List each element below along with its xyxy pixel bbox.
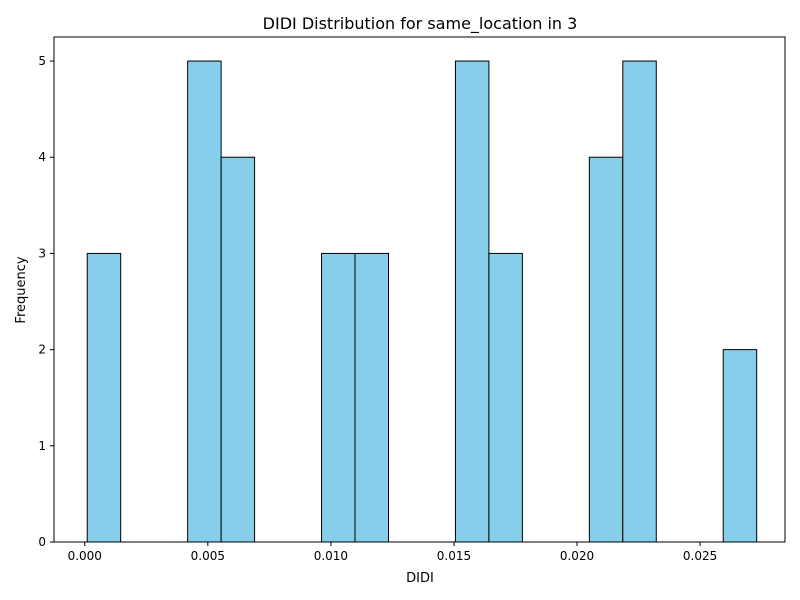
x-tick-label-5: 0.025 (683, 549, 717, 563)
x-tick-label-0: 0.000 (68, 549, 102, 563)
x-tick-label-3: 0.015 (437, 549, 471, 563)
bars-group (86, 60, 758, 543)
histogram-bar-3 (187, 60, 222, 543)
x-axis-ticks: 0.000 0.005 0.010 0.015 0.020 0.025 (68, 542, 717, 563)
y-tick-label-5: 5 (38, 54, 46, 68)
plot-frame (53, 36, 786, 543)
histogram-bar-15 (588, 156, 624, 543)
x-tick-label-4: 0.020 (560, 549, 594, 563)
x-tick-label-2: 0.010 (314, 549, 348, 563)
histogram-bar-0 (86, 252, 122, 543)
y-tick-label-0: 0 (38, 535, 46, 549)
histogram-bar-16 (622, 60, 657, 543)
chart-title: DIDI Distribution for same_location in 3 (263, 14, 578, 34)
y-tick-label-4: 4 (38, 150, 46, 164)
x-tick-label-1: 0.005 (191, 549, 225, 563)
y-tick-label-1: 1 (38, 439, 46, 453)
y-axis-ticks: 0 1 2 3 4 5 (38, 54, 54, 549)
y-tick-label-2: 2 (38, 343, 46, 357)
y-axis-label: Frequency (14, 256, 29, 323)
histogram-bar-4 (220, 156, 256, 543)
x-axis-label: DIDI (406, 571, 434, 586)
histogram-bar-8 (354, 252, 389, 543)
y-tick-label-3: 3 (38, 246, 46, 260)
histogram-bar-19 (722, 349, 758, 543)
histogram-bar-7 (321, 252, 356, 543)
histogram-bar-12 (488, 252, 523, 543)
histogram-bar-11 (454, 60, 490, 543)
